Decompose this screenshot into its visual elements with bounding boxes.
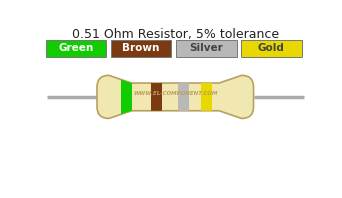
Text: Brown: Brown xyxy=(122,43,160,53)
PathPatch shape xyxy=(97,75,253,118)
Text: Green: Green xyxy=(58,43,94,53)
Bar xyxy=(241,40,302,57)
Bar xyxy=(201,75,212,118)
Bar xyxy=(177,75,188,118)
Bar xyxy=(121,75,132,118)
Text: Gold: Gold xyxy=(258,43,285,53)
Bar xyxy=(111,40,171,57)
Text: WWW.EL-COMPONENT.COM: WWW.EL-COMPONENT.COM xyxy=(133,90,218,96)
Bar xyxy=(151,75,162,118)
Text: 0.51 Ohm Resistor, 5% tolerance: 0.51 Ohm Resistor, 5% tolerance xyxy=(72,28,279,41)
Bar xyxy=(176,40,237,57)
Text: Silver: Silver xyxy=(189,43,223,53)
Bar xyxy=(46,40,106,57)
